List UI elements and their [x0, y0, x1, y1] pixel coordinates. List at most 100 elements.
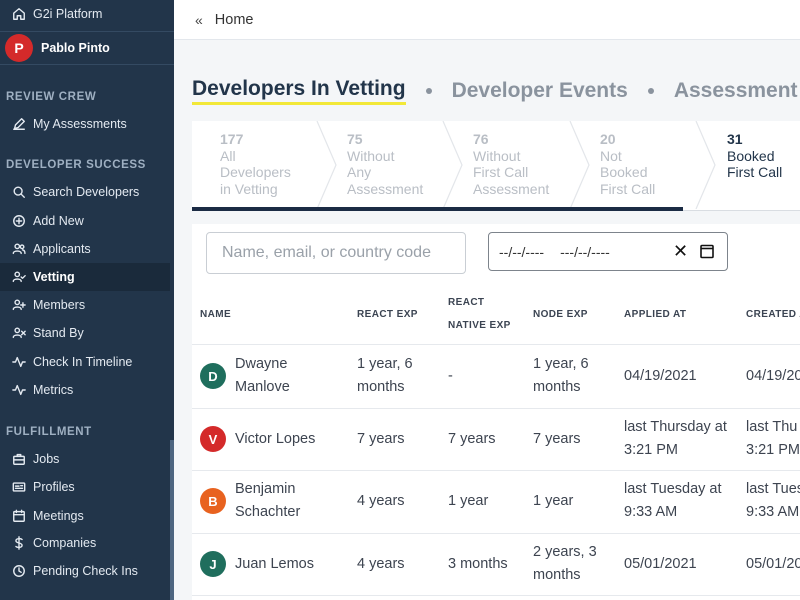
column-header-created-at[interactable]: CREATED A: [746, 309, 800, 320]
column-header-react-exp[interactable]: REACT EXP: [357, 309, 418, 320]
platform-label: G2i Platform: [33, 7, 103, 21]
table-row[interactable]: D Dwayne Manlove: [200, 353, 290, 399]
react-native-exp-cell: -: [448, 368, 453, 384]
sidebar-scrollbar[interactable]: [170, 440, 174, 600]
developer-name[interactable]: Victor Lopes: [235, 430, 316, 447]
section-developer-success: DEVELOPER SUCCESS: [6, 159, 146, 171]
step-label-line: Assessment: [473, 180, 550, 197]
home-icon: [11, 6, 27, 22]
step-label-line: First Call: [473, 164, 529, 180]
users-icon: [11, 241, 27, 257]
created-at-cell: 04/19/20: [746, 368, 800, 384]
step-label-line: in Vetting: [220, 180, 278, 197]
tab-assessment-events[interactable]: Assessment E: [673, 79, 800, 102]
table-row[interactable]: V Victor Lopes: [200, 426, 315, 452]
developers-table-panel: Name, email, or country code --/--/---- …: [192, 224, 800, 600]
step-without-first-call-assessment[interactable]: 76 Without First Call Assessment: [473, 131, 549, 197]
developer-name[interactable]: Benjamin Schachter: [235, 478, 300, 524]
cell-line: 3:21 PM: [746, 442, 800, 458]
sidebar-item-label: Companies: [33, 536, 97, 550]
step-booked-first-call[interactable]: 31 Booked First Call: [727, 131, 782, 181]
sidebar-item-stand-by[interactable]: Stand By: [0, 319, 170, 347]
user-profile[interactable]: P Pablo Pinto: [0, 31, 174, 65]
collapse-sidebar-button[interactable]: «: [195, 11, 203, 28]
calendar-icon: [11, 508, 27, 524]
sidebar-item-applicants[interactable]: Applicants: [0, 235, 170, 263]
user-name: Pablo Pinto: [41, 41, 110, 55]
sidebar-item-profiles[interactable]: Profiles: [0, 473, 170, 501]
cell-line: last Thu: [746, 419, 798, 435]
breadcrumb-home[interactable]: Home: [214, 11, 254, 28]
react-exp-cell: 4 years: [357, 556, 405, 572]
sidebar-item-label: Jobs: [33, 452, 60, 466]
avatar: J: [200, 551, 226, 577]
react-native-exp-cell: 1 year: [448, 493, 489, 509]
column-header-node-exp[interactable]: NODE EXP: [533, 309, 588, 320]
row-divider: [192, 470, 800, 471]
tab-developer-events[interactable]: Developer Events: [451, 79, 628, 102]
calendar-icon[interactable]: [699, 243, 715, 259]
column-header-react-native-exp[interactable]: REACT NATIVE EXP: [448, 291, 511, 337]
developer-name[interactable]: Juan Lemos: [235, 555, 314, 572]
row-divider: [192, 595, 800, 596]
created-at-cell: last Thu 3:21 PM: [746, 416, 800, 462]
row-divider: [192, 344, 800, 345]
clear-date-button[interactable]: ✕: [673, 241, 689, 261]
react-exp-cell: 4 years: [357, 493, 405, 509]
tab-developers-in-vetting[interactable]: Developers In Vetting: [192, 77, 406, 105]
sidebar-item-label: Check In Timeline: [33, 355, 133, 369]
column-header-name[interactable]: NAME: [200, 309, 232, 320]
platform-link[interactable]: G2i Platform: [0, 0, 170, 28]
sidebar-item-metrics[interactable]: Metrics: [0, 376, 170, 404]
node-exp-cell: 1 year: [533, 493, 574, 509]
step-label-line: First Call: [727, 164, 783, 180]
step-label-line: All: [220, 147, 236, 164]
step-label-line: Without: [347, 147, 395, 164]
step-without-any-assessment[interactable]: 75 Without Any Assessment: [347, 131, 423, 197]
clock-icon: [11, 563, 27, 579]
column-header-applied-at[interactable]: APPLIED AT: [624, 309, 687, 320]
date-range-picker[interactable]: --/--/---- ---/--/---- ✕: [488, 232, 728, 271]
developer-name[interactable]: Dwayne Manlove: [235, 353, 290, 399]
applied-at-cell: last Thursday at 3:21 PM: [624, 416, 727, 462]
step-label-line: Not: [600, 147, 622, 164]
table-row[interactable]: B Benjamin Schachter: [200, 478, 300, 524]
step-not-booked-first-call[interactable]: 20 Not Booked First Call: [600, 131, 655, 197]
sidebar-item-search-developers[interactable]: Search Developers: [0, 178, 170, 206]
sidebar-item-label: Metrics: [33, 383, 74, 397]
date-from-field[interactable]: --/--/----: [499, 243, 545, 260]
cell-line: last Tues: [746, 481, 800, 497]
cell-line: 9:33 AM: [624, 504, 678, 520]
created-at-cell: 05/01/20: [746, 556, 800, 572]
sidebar-item-add-new[interactable]: Add New: [0, 207, 170, 235]
sidebar-item-check-in-timeline[interactable]: Check In Timeline: [0, 348, 170, 376]
sidebar-item-label: Applicants: [33, 242, 91, 256]
name-line: Manlove: [235, 379, 290, 395]
sidebar-item-jobs[interactable]: Jobs: [0, 445, 170, 473]
user-check-icon: [11, 269, 27, 285]
row-divider: [192, 533, 800, 534]
step-label-line: Any: [347, 164, 372, 180]
sidebar-item-pending-check-ins[interactable]: Pending Check Ins: [0, 557, 170, 585]
date-to-field[interactable]: ---/--/----: [560, 243, 610, 260]
user-x-icon: [11, 325, 27, 341]
sidebar-item-my-assessments[interactable]: My Assessments: [0, 110, 170, 138]
step-label-line: Assessment: [347, 180, 424, 197]
sidebar-item-members[interactable]: Members: [0, 291, 170, 319]
cell-line: 9:33 AM: [746, 504, 800, 520]
sidebar-item-companies[interactable]: Companies: [0, 529, 170, 557]
sidebar-item-label: Search Developers: [33, 185, 140, 199]
sidebar-item-vetting[interactable]: Vetting: [0, 263, 170, 291]
step-all-developers[interactable]: 177 All Developers in Vetting: [220, 131, 291, 197]
node-exp-cell: 7 years: [533, 431, 581, 447]
applied-at-cell: 04/19/2021: [624, 368, 697, 384]
search-input[interactable]: Name, email, or country code: [206, 232, 466, 274]
sidebar-item-label: Profiles: [33, 480, 75, 494]
cell-line: last Thursday at: [624, 419, 727, 435]
chevron-right-icon: [316, 120, 338, 210]
sidebar-item-label: Stand By: [33, 326, 84, 340]
sidebar-item-meetings[interactable]: Meetings: [0, 502, 170, 530]
section-review-crew: REVIEW CREW: [6, 91, 97, 103]
table-row[interactable]: J Juan Lemos: [200, 551, 314, 577]
sidebar-item-label: Add New: [33, 214, 84, 228]
